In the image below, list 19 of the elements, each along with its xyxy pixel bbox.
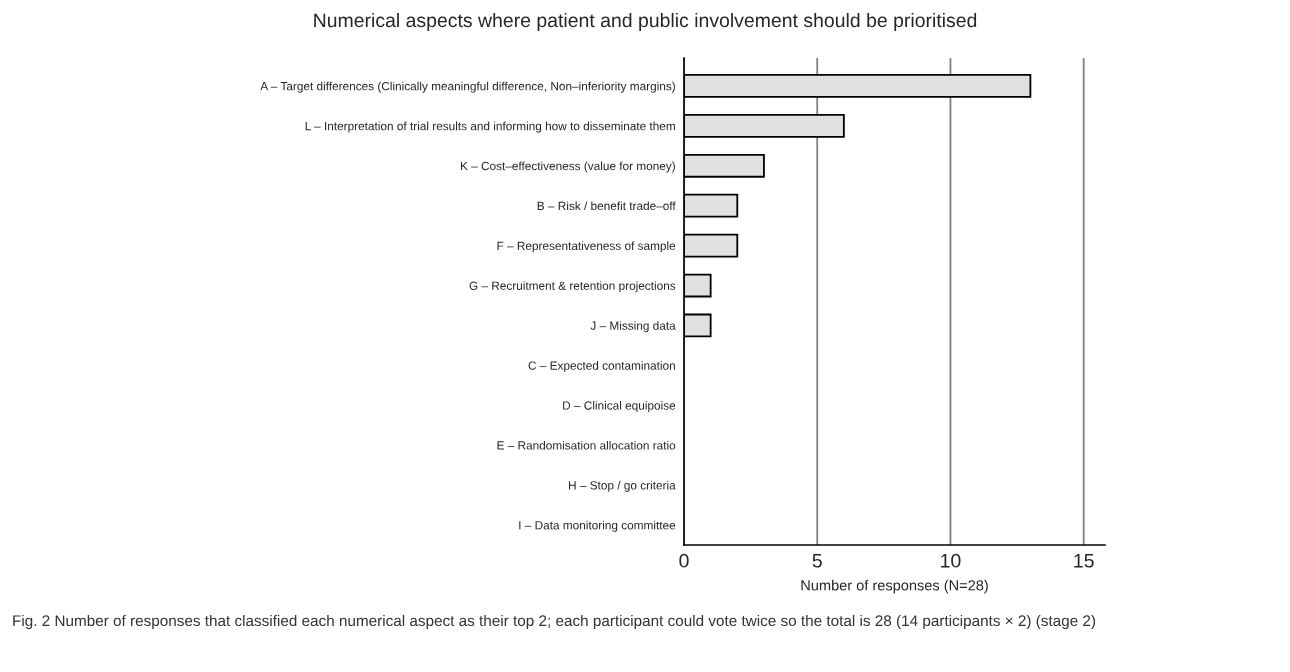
- y-tick-label: J – Missing data: [590, 321, 676, 333]
- caption: Fig. 2 Number of responses that classified each numerical aspect as their top 2; each participant could vote twice so the total is 28 (14 participants × 2) (stage 2): [13, 614, 1096, 630]
- y-tick-label: K – Cost–effectiveness (value for money): [460, 161, 675, 173]
- y-tick-label: G – Recruitment & retention projections: [469, 281, 676, 293]
- x-tick-label: 15: [1074, 554, 1094, 568]
- x-tick-label: 10: [941, 553, 961, 568]
- x-tick-label: 0: [679, 553, 689, 568]
- y-tick-label: I – Data monitoring committee: [519, 520, 676, 532]
- x-tick-label: 5: [812, 554, 822, 568]
- chart-title: Numerical aspects where patient and public involvement should be prioritised: [314, 12, 977, 32]
- y-tick-label: D – Clinical equipoise: [563, 401, 676, 413]
- x-axis-title: Number of responses (N=28): [801, 579, 988, 594]
- y-tick-label: F – Representativeness of sample: [497, 241, 676, 253]
- y-tick-label: C – Expected contamination: [528, 361, 675, 373]
- y-tick-label: A – Target differences (Clinically meaningful difference, Non–inferiority margins): [260, 81, 675, 93]
- y-tick-label: E – Randomisation allocation ratio: [497, 440, 676, 450]
- y-tick-label: H – Stop / go criteria: [569, 480, 676, 492]
- y-tick-label: B – Risk / benefit trade–off: [537, 201, 676, 211]
- y-tick-label: L – Interpretation of trial results and informing how to disseminate them: [305, 121, 675, 133]
